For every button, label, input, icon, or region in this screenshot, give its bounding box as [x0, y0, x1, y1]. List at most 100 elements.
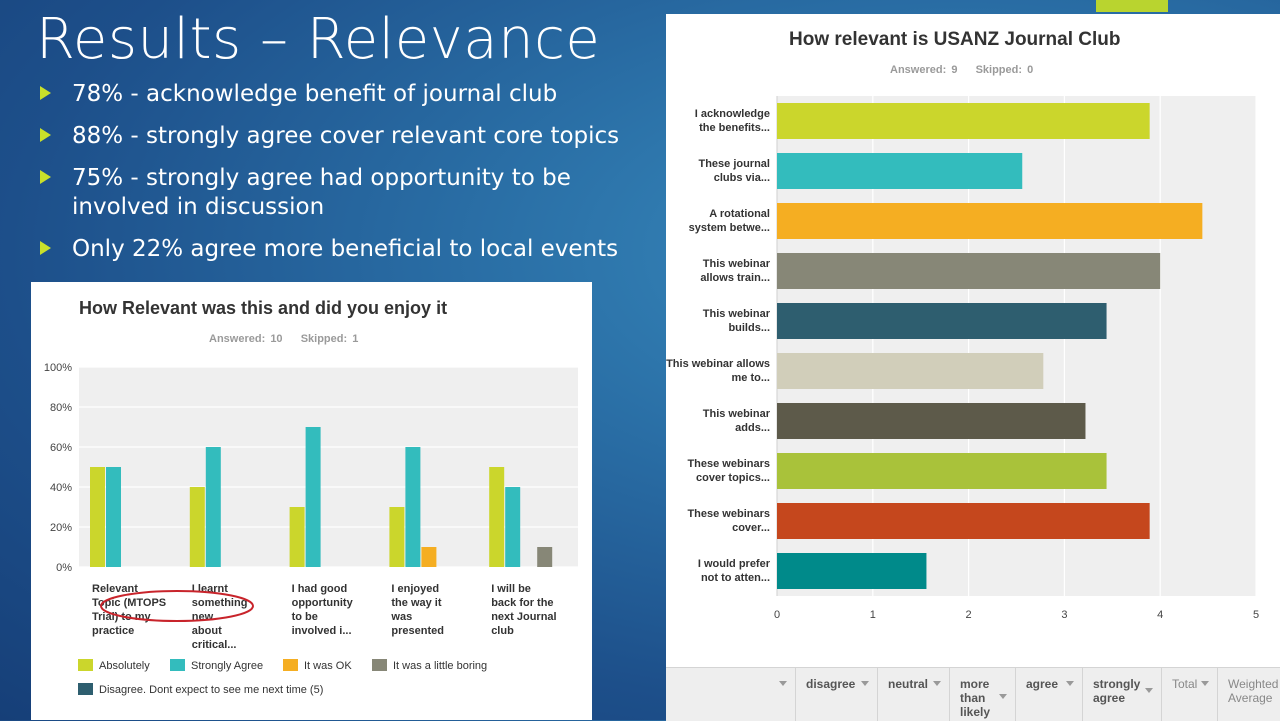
- y-tick-label: 0%: [56, 562, 72, 574]
- bullet-text: 88% - strongly agree cover relevant core…: [72, 123, 620, 149]
- bullet-item: 78% - acknowledge benefit of journal clu…: [36, 80, 656, 109]
- column-header-more-than-likely[interactable]: more than likely: [949, 668, 1015, 721]
- legend-swatch: [372, 659, 387, 672]
- answered-count: 9: [951, 64, 958, 76]
- bar: [777, 203, 1203, 239]
- response-meta-right: Answered: 9 Skipped: 0: [890, 64, 1033, 76]
- bar: [106, 467, 121, 567]
- bar: [90, 467, 105, 567]
- skipped-label: Skipped:: [975, 64, 1023, 76]
- bullet-item: 75% - strongly agree had opportunity to …: [36, 164, 656, 222]
- skipped-count: 1: [352, 333, 359, 345]
- bar: [421, 547, 437, 567]
- answered-label: Answered:: [890, 64, 947, 76]
- bullet-text: 75% - strongly agree had opportunity to …: [72, 165, 571, 220]
- column-header-weighted-average[interactable]: Weighted Average: [1217, 668, 1280, 721]
- category-label: These journal clubs via...: [698, 158, 770, 184]
- category-label: These webinars cover topics...: [687, 458, 770, 484]
- answered-label: Answered:: [209, 333, 266, 345]
- category-label: I will be back for the next Journal club: [491, 583, 556, 637]
- bullet-item: 88% - strongly agree cover relevant core…: [36, 122, 656, 151]
- bar: [777, 253, 1161, 289]
- legend-item: It was a little boring: [372, 659, 487, 672]
- bar: [305, 427, 321, 567]
- bullet-arrow-icon: [40, 86, 51, 100]
- bar: [777, 103, 1150, 139]
- category-label: I acknowledge the benefits...: [695, 108, 770, 134]
- column-header-neutral[interactable]: neutral: [877, 668, 949, 721]
- sort-caret-icon: [1066, 681, 1074, 686]
- category-label: I had good opportunity to be involved i...: [292, 583, 354, 637]
- category-label: This webinar adds...: [703, 408, 771, 434]
- bullet-arrow-icon: [40, 128, 51, 142]
- legend-item: Strongly Agree: [170, 659, 263, 672]
- vertical-bar-chart: 0% 20% 40% 60% 80% 100% Relevant Topic (MTOPS Tr…: [44, 362, 578, 651]
- sort-caret-icon: [1145, 688, 1153, 693]
- y-tick-label: 60%: [50, 442, 72, 454]
- column-header-agree[interactable]: agree: [1015, 668, 1082, 721]
- x-tick-label: 2: [966, 609, 972, 621]
- category-label: I would prefer not to atten...: [698, 558, 771, 584]
- legend-swatch: [283, 659, 298, 672]
- x-tick-label: 4: [1157, 609, 1163, 621]
- bullet-arrow-icon: [40, 241, 51, 255]
- sort-caret-icon: [779, 681, 787, 686]
- bar: [505, 487, 521, 567]
- bar: [777, 553, 927, 589]
- category-label: This webinar allows me to...: [666, 358, 770, 384]
- skipped-count: 0: [1027, 64, 1034, 76]
- category-label: These webinars cover...: [687, 508, 770, 534]
- sort-caret-icon: [861, 681, 869, 686]
- legend-swatch: [78, 659, 93, 672]
- chart-title-left: How Relevant was this and did you enjoy …: [79, 298, 448, 318]
- bar: [537, 547, 553, 567]
- legend-item: Disagree. Dont expect to see me next tim…: [78, 683, 323, 696]
- bar: [777, 503, 1150, 539]
- category-label: This webinar allows train...: [700, 258, 770, 284]
- answered-count: 10: [270, 333, 283, 345]
- bar: [777, 453, 1107, 489]
- category-label: Relevant Topic (MTOPS Trial) to my practice: [92, 583, 166, 637]
- bar: [777, 403, 1086, 439]
- bar: [489, 467, 505, 567]
- bar: [777, 353, 1044, 389]
- sort-caret-icon: [999, 694, 1007, 699]
- x-tick-label: 5: [1253, 609, 1259, 621]
- legend-swatch: [78, 683, 93, 696]
- bar: [405, 447, 421, 567]
- highlight-ellipse: [100, 590, 254, 622]
- column-header-blank[interactable]: [666, 668, 795, 721]
- bullet-item: Only 22% agree more beneficial to local …: [36, 235, 656, 264]
- bullet-arrow-icon: [40, 170, 51, 184]
- legend-item: It was OK: [283, 659, 352, 672]
- skipped-label: Skipped:: [300, 333, 348, 345]
- category-label: This webinar builds...: [703, 308, 771, 334]
- bar: [777, 303, 1107, 339]
- legend-swatch: [170, 659, 185, 672]
- bar: [777, 153, 1023, 189]
- x-tick-label: 3: [1061, 609, 1067, 621]
- horizontal-bar-chart: 0 1 2 3 4 5 I acknowledge the benefits... These …: [666, 96, 1259, 621]
- chart-legend: Absolutely Strongly Agree It was OK It w…: [78, 659, 578, 710]
- column-header-disagree[interactable]: disagree: [795, 668, 877, 721]
- results-table-header: disagree neutral more than likely agree …: [666, 667, 1280, 721]
- y-tick-label: 80%: [50, 402, 72, 414]
- chart-title-right: How relevant is USANZ Journal Club: [789, 29, 1121, 50]
- legend-item: Absolutely: [78, 659, 150, 672]
- sort-caret-icon: [933, 681, 941, 686]
- bar: [289, 507, 305, 567]
- response-meta-left: Answered: 10 Skipped: 1: [209, 333, 358, 345]
- y-tick-label: 20%: [50, 522, 72, 534]
- category-label: I enjoyed the way it was presented: [390, 583, 444, 637]
- y-tick-label: 40%: [50, 482, 72, 494]
- bullet-text: 78% - acknowledge benefit of journal clu…: [72, 81, 558, 107]
- accent-tab: [1096, 0, 1168, 12]
- y-tick-label: 100%: [44, 362, 72, 374]
- bar: [189, 487, 205, 567]
- x-tick-label: 0: [774, 609, 780, 621]
- x-tick-label: 1: [870, 609, 876, 621]
- column-header-total[interactable]: Total: [1161, 668, 1217, 721]
- column-header-strongly-agree[interactable]: strongly agree: [1082, 668, 1161, 721]
- bar: [389, 507, 405, 567]
- bullet-list: 78% - acknowledge benefit of journal clu…: [36, 80, 656, 277]
